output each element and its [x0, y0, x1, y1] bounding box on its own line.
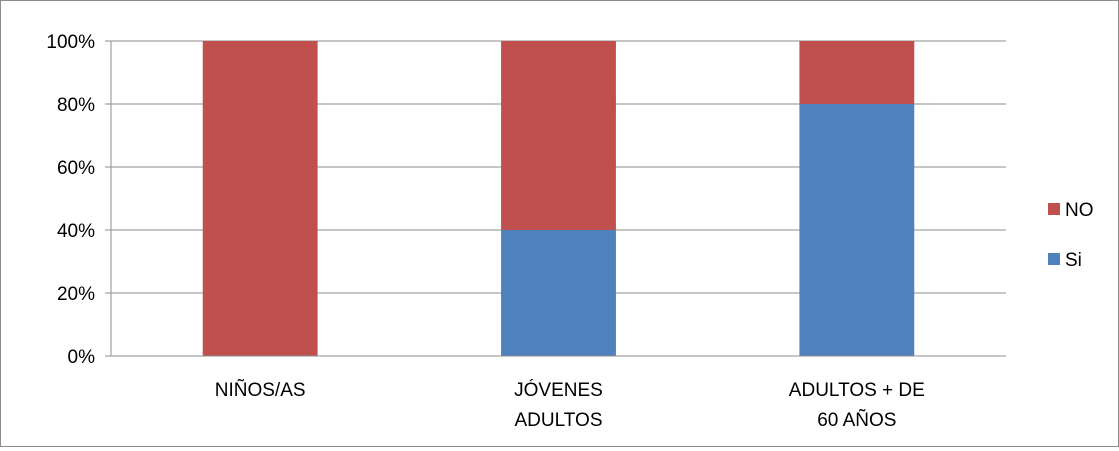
- bar-segment-no: [501, 41, 616, 230]
- y-tick-labels: 0% 20% 40% 60% 80% 100%: [46, 32, 95, 368]
- bar-segment-si: [501, 230, 616, 356]
- legend-label-si: Si: [1065, 250, 1082, 271]
- axes: [105, 40, 1006, 357]
- y-tick-label: 0%: [68, 347, 96, 368]
- bar-segment-no: [799, 41, 915, 104]
- y-tick-label: 40%: [57, 221, 95, 242]
- bars: [202, 41, 915, 356]
- x-tick-label: JÓVENES ADULTOS: [514, 379, 603, 431]
- legend-swatch-si: [1048, 253, 1060, 265]
- x-tick-label: NIÑOS/AS: [215, 379, 306, 401]
- legend: NO Si: [1048, 200, 1094, 271]
- bar-segment-no: [202, 41, 318, 356]
- legend-swatch-no: [1048, 203, 1060, 215]
- legend-label-no: NO: [1065, 200, 1094, 221]
- y-tick-label: 20%: [57, 284, 95, 305]
- x-tick-labels: NIÑOS/AS JÓVENES ADULTOS ADULTOS + DE 60 AÑO…: [215, 379, 925, 431]
- y-tick-label: 60%: [57, 158, 95, 179]
- bar-segment-si: [799, 104, 915, 356]
- y-tick-label: 100%: [46, 32, 95, 53]
- y-tick-label: 80%: [57, 95, 95, 116]
- x-tick-label: ADULTOS + DE 60 AÑOS: [789, 380, 925, 431]
